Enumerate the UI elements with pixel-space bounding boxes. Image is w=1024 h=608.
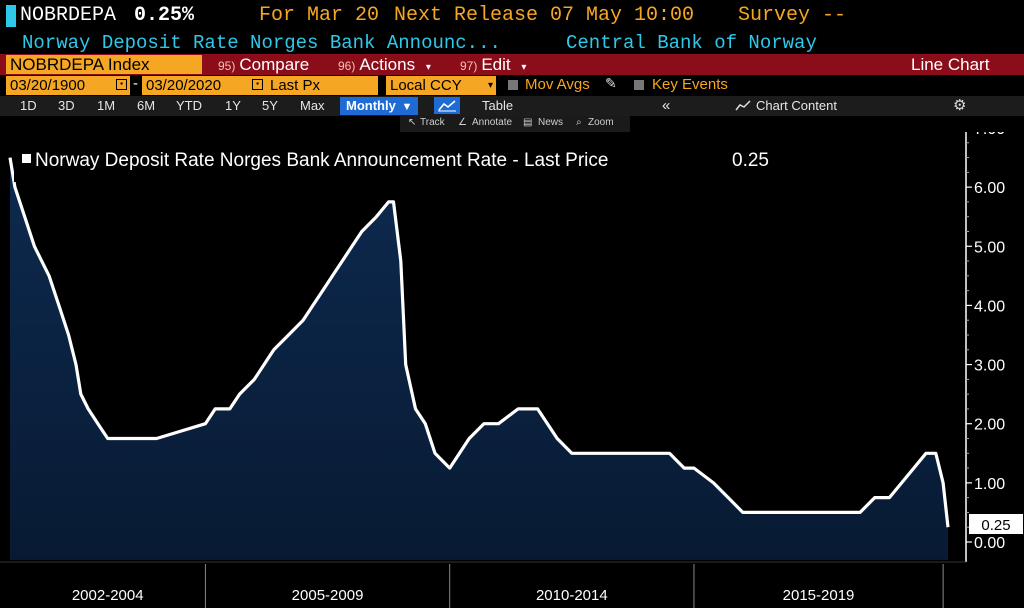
compare-label: Compare [239,55,310,74]
field-value: Last Px [270,77,321,94]
key-events-label: Key Events [652,76,728,93]
zoom-icon: ⌕ [576,117,582,128]
security-field[interactable]: NOBRDEPA Index [6,55,202,74]
x-axis: 2002-2004 2005-2009 2010-2014 2015-2019 [0,561,966,608]
date-separator: - [133,75,138,92]
currency-value: Local CCY [390,77,462,94]
y-tick-label: 6.00 [974,180,1005,197]
range-max[interactable]: Max [300,98,325,113]
ticker[interactable]: NOBRDEPA [20,4,117,27]
annotate-tool[interactable]: Annotate [472,117,513,128]
news-icon: ▤ [523,117,533,128]
actions-number: 96) [338,59,356,73]
menu-bar: NOBRDEPA Index 95) Compare 96) Actions ▾ 9… [0,54,1024,75]
last-price-text: 0.25 [981,517,1010,534]
range-3d[interactable]: 3D [58,98,75,113]
zoom-tool[interactable]: Zoom [588,117,614,128]
actions-dropdown-icon: ▾ [425,62,431,73]
for-date: For Mar 20 [259,4,380,27]
start-date: 03/20/1900 [10,77,86,94]
field-select[interactable]: Last Px [266,76,378,95]
y-axis: 7.00 6.00 5.00 4.00 3.00 2.00 1.00 0.00 [966,132,1005,552]
x-period-label: 2010-2014 [536,587,608,604]
key-events-checkbox[interactable] [634,80,644,90]
source: Central Bank of Norway [566,32,817,54]
legend-title: Norway Deposit Rate Norges Bank Announce… [35,150,608,171]
edit-button[interactable]: 97) Edit ▾ [460,55,526,74]
series-area [10,157,948,560]
rate-chart[interactable]: 7.00 6.00 5.00 4.00 3.00 2.00 1.00 0.00 2002-20… [0,132,1024,608]
ticker-marker [6,5,16,27]
end-date-field[interactable]: 03/20/2020 ▪ [142,76,266,95]
chart-content-icon [735,99,751,117]
gear-icon[interactable]: ⚙ [953,97,967,114]
track-icon: ↖ [408,117,417,128]
description: Norway Deposit Rate Norges Bank Announc.… [22,32,501,54]
news-tool[interactable]: News [538,117,564,128]
period-select[interactable]: Monthly ▼ [340,97,419,115]
start-date-field[interactable]: 03/20/1900 ▪ [6,76,130,95]
settings-bar: 03/20/1900 ▪ - 03/20/2020 ▪ Last Px Loca… [0,75,1024,96]
table-button[interactable]: Table [482,98,514,113]
legend-value: 0.25 [732,150,769,171]
last-price-box [969,514,1023,534]
y-tick-label: 0.00 [974,535,1005,552]
last-value: 0.25% [134,4,195,27]
security-field-text: NOBRDEPA Index [10,55,150,74]
mov-avgs-label: Mov Avgs [525,76,590,93]
annotate-icon: ∠ [458,117,467,128]
y-tick-label: 5.00 [974,239,1005,256]
calendar-icon[interactable]: ▪ [116,79,127,90]
currency-select[interactable]: Local CCY ▾ [386,76,496,95]
x-period-label: 2005-2009 [292,587,364,604]
chart-tools: ↖ Track ∠ Annotate ▤ News ⌕ Zoom [400,116,630,132]
range-5y[interactable]: 5Y [262,98,278,113]
y-tick-label: 7.00 [974,132,1005,138]
legend: Norway Deposit Rate Norges Bank Announce… [14,140,780,182]
range-1y[interactable]: 1Y [225,98,241,113]
edit-number: 97) [460,59,478,73]
actions-button[interactable]: 96) Actions ▾ [338,55,431,74]
y-tick-label: 4.00 [974,298,1005,315]
chart-type-button[interactable]: Line Chart [911,55,990,74]
collapse-icon[interactable]: « [662,97,671,114]
end-date: 03/20/2020 [146,77,222,94]
chart-content-button[interactable]: Chart Content [756,98,837,113]
chevron-down-icon: ▼ [401,101,413,113]
x-period-label: 2002-2004 [72,587,144,604]
line-chart-icon[interactable] [434,97,460,114]
pencil-icon[interactable]: ✎ [605,75,617,91]
next-release: Next Release 07 May 10:00 [394,4,695,27]
track-tool[interactable]: Track [420,117,445,128]
x-period-label: 2015-2019 [783,587,855,604]
compare-number: 95) [218,59,236,73]
actions-label: Actions [359,55,416,74]
mov-avgs-checkbox[interactable] [508,80,518,90]
y-tick-label: 2.00 [974,417,1005,434]
legend-swatch [22,154,31,163]
range-6m[interactable]: 6M [137,98,156,113]
last-price-label: 0.25 [969,514,1023,534]
range-1d[interactable]: 1D [20,98,37,113]
range-1m[interactable]: 1M [97,98,116,113]
description-row: Norway Deposit Rate Norges Bank Announc.… [0,32,1024,54]
edit-dropdown-icon: ▾ [521,62,527,73]
calendar-icon[interactable]: ▪ [252,79,263,90]
chevron-down-icon: ▾ [487,80,493,91]
compare-button[interactable]: 95) Compare [218,55,309,74]
security-header: NOBRDEPA 0.25% For Mar 20 Next Release 0… [0,0,1024,32]
y-tick-label: 3.00 [974,358,1005,375]
range-ytd[interactable]: YTD [176,98,202,113]
series-line [8,157,950,528]
legend-background [14,140,780,182]
survey: Survey -- [738,4,847,27]
edit-label: Edit [481,55,511,74]
period-value: Monthly [346,98,396,113]
y-tick-label: 1.00 [974,476,1005,493]
range-toolbar: 1D 3D 1M 6M YTD 1Y 5Y Max Monthly ▼ Tabl… [0,96,1024,116]
